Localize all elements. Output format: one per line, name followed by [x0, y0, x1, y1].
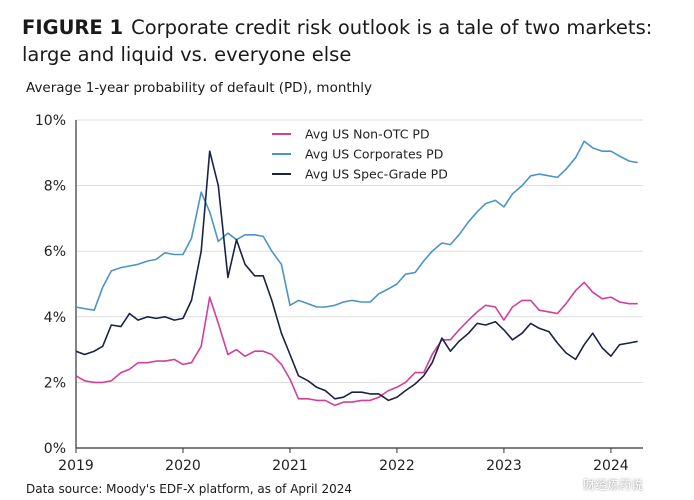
series-line-avg-us-non-otc-pd	[75, 281, 638, 407]
watermark: 财经炼药说	[583, 478, 644, 492]
x-tick-label: 2019	[58, 458, 94, 474]
y-tick-label: 8%	[44, 179, 66, 195]
y-tick-label: 6%	[44, 244, 66, 260]
figure-label: FIGURE 1	[22, 16, 124, 39]
legend-label-avg-us-non-otc-pd: Avg US Non-OTC PD	[305, 127, 430, 142]
series-line-avg-us-spec-grade-pd	[75, 150, 638, 402]
y-tick-label: 0%	[44, 441, 66, 457]
x-tick-label: 2023	[486, 458, 522, 474]
legend-label-avg-us-spec-grade-pd: Avg US Spec-Grade PD	[305, 167, 448, 182]
figure-title: FIGURE 1 Corporate credit risk outlook is…	[22, 14, 682, 68]
figure-title-text: Corporate credit risk outlook is a tale …	[22, 16, 653, 66]
y-tick-label: 4%	[44, 310, 66, 326]
x-tick-label: 2022	[379, 458, 415, 474]
data-source-note: Data source: Moody's EDF-X platform, as …	[26, 482, 352, 496]
chart-legend: Avg US Non-OTC PD Avg US Corporates PD Avg…	[272, 127, 448, 182]
x-tick-label: 2021	[272, 458, 308, 474]
chart-subtitle: Average 1-year probability of default (P…	[26, 80, 372, 96]
y-tick-label: 2%	[44, 375, 66, 391]
legend-label-avg-us-corporates-pd: Avg US Corporates PD	[305, 147, 443, 162]
series-line-avg-us-corporates-pd	[75, 140, 638, 311]
y-tick-label: 10%	[35, 113, 66, 129]
x-tick-label: 2020	[165, 458, 201, 474]
x-tick-label: 2024	[593, 458, 629, 474]
